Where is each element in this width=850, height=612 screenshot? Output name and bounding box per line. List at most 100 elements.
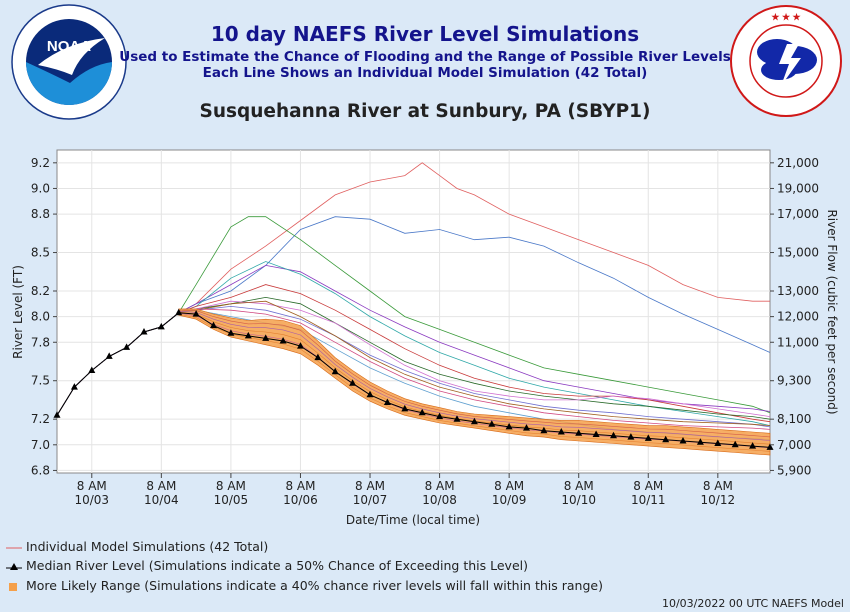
x-tick-label-time: 8 AM [425, 479, 455, 493]
y2-tick-label: 11,000 [777, 335, 819, 349]
median-marker [297, 342, 304, 349]
model-run-footer: 10/03/2022 00 UTC NAEFS Model [661, 597, 844, 610]
median-marker [610, 431, 617, 439]
chart-title: 10 day NAEFS River Level Simulations [210, 22, 640, 46]
x-tick-label-date: 10/10 [561, 493, 596, 507]
median-marker [523, 424, 530, 431]
median-marker [436, 412, 444, 420]
x-tick-label-date: 10/12 [701, 493, 736, 507]
y2-tick-label: 17,000 [777, 207, 819, 221]
x-tick-label-time: 8 AM [77, 479, 107, 493]
legend-members: Individual Model Simulations (42 Total) [6, 539, 268, 554]
median-marker [349, 379, 357, 386]
median-marker [662, 435, 670, 443]
legend-range: More Likely Range (Simulations indicate … [6, 578, 603, 593]
y2-axis-label: River Flow (cubic feet per second) [825, 209, 839, 414]
legend-members-label: Individual Model Simulations (42 Total) [25, 539, 269, 554]
range-stripe [178, 309, 771, 438]
legend-median-label: Median River Level (Simulations indicate… [25, 558, 528, 573]
median-marker [279, 337, 287, 344]
x-tick-label-time: 8 AM [216, 479, 246, 493]
median-marker [314, 353, 322, 361]
x-axis-label: Date/Time (local time) [346, 513, 480, 527]
median-marker [540, 426, 548, 434]
median-marker [210, 321, 217, 329]
y2-tick-label: 19,000 [777, 181, 819, 195]
y-tick-label: 8.0 [31, 310, 50, 324]
y2-tick-label: 5,900 [777, 463, 811, 477]
median-marker [679, 437, 687, 444]
median-marker [488, 420, 496, 427]
median-marker [644, 434, 652, 441]
gauge-name: Susquehanna River at Sunbury, PA (SBYP1) [199, 101, 651, 122]
chart-subtitle-1: Used to Estimate the Chance of Flooding … [119, 49, 731, 65]
median-marker [592, 430, 600, 437]
y2-tick-label: 7,000 [777, 438, 811, 452]
x-tick-label-date: 10/05 [214, 493, 249, 507]
y-axis-label: River Level (FT) [11, 265, 25, 359]
noaa-wordmark: NOAA [47, 38, 91, 55]
median-marker [123, 343, 131, 350]
x-tick-label-time: 8 AM [494, 479, 524, 493]
x-tick-label-date: 10/06 [283, 493, 318, 507]
median-marker [627, 433, 635, 440]
noaa-logo: NOAA [11, 4, 127, 120]
median-marker [383, 398, 391, 405]
median-marker [575, 429, 583, 436]
median-marker [731, 440, 739, 448]
x-tick-label-time: 8 AM [564, 479, 594, 493]
x-tick-label-time: 8 AM [703, 479, 733, 493]
median-marker [401, 404, 409, 412]
median-marker [53, 411, 61, 418]
median-marker [140, 328, 148, 335]
x-tick-label-date: 10/11 [631, 493, 666, 507]
y2-axis-ticks: 5,900 7,000 8,100 9,300 11,000 12,000 13,000 15… [770, 156, 819, 477]
y-axis-ticks: 6.8 7.0 7.2 7.5 7.8 8.0 8.2 8.5 8.8 9.0 9.2 [31, 156, 57, 477]
median-marker [696, 438, 704, 445]
median-marker [192, 310, 200, 317]
chart-subtitle-2: Each Line Shows an Individual Model Simu… [202, 65, 648, 81]
y2-tick-label: 12,000 [777, 310, 819, 324]
legend-range-label: More Likely Range (Simulations indicate … [25, 578, 603, 593]
range-stripe [178, 314, 771, 452]
y-tick-label: 8.5 [31, 246, 50, 260]
median-markers [53, 308, 774, 450]
y2-tick-label: 13,000 [777, 284, 819, 298]
x-tick-label-time: 8 AM [285, 479, 315, 493]
median-marker [175, 308, 183, 316]
y2-tick-label: 9,300 [777, 374, 811, 388]
median-marker [470, 417, 478, 425]
median-marker [749, 442, 757, 449]
x-tick-label-time: 8 AM [355, 479, 385, 493]
median-marker [105, 352, 113, 359]
median-marker [88, 366, 96, 373]
y-tick-label: 8.8 [31, 207, 50, 221]
x-tick-label-date: 10/07 [353, 493, 388, 507]
median-marker [505, 422, 513, 430]
x-tick-label-date: 10/03 [74, 493, 109, 507]
median-marker [766, 443, 774, 450]
median-marker [453, 415, 461, 422]
median-marker [557, 428, 565, 435]
median-marker [70, 383, 78, 390]
y-tick-label: 9.2 [31, 156, 50, 170]
y-tick-label: 7.0 [31, 438, 50, 452]
median-marker [714, 439, 722, 446]
nws-logo: ★ ★ ★ [730, 5, 842, 117]
y-tick-label: 6.8 [31, 463, 50, 477]
y2-tick-label: 15,000 [777, 246, 819, 260]
x-tick-label-date: 10/08 [422, 493, 457, 507]
river-level-chart: 6.8 7.0 7.2 7.5 7.8 8.0 8.2 8.5 8.8 9.0 9.2 5,900 7… [11, 149, 839, 527]
y2-tick-label: 21,000 [777, 156, 819, 170]
y-tick-label: 7.8 [31, 335, 50, 349]
y2-tick-label: 8,100 [777, 412, 811, 426]
x-tick-label-time: 8 AM [633, 479, 663, 493]
median-marker [366, 390, 374, 398]
y-tick-label: 7.5 [31, 374, 50, 388]
x-tick-label-time: 8 AM [146, 479, 176, 493]
median-marker [331, 367, 339, 375]
y-tick-label: 8.2 [31, 284, 50, 298]
y-tick-label: 7.2 [31, 412, 50, 426]
legend-median: Median River Level (Simulations indicate… [6, 558, 528, 573]
